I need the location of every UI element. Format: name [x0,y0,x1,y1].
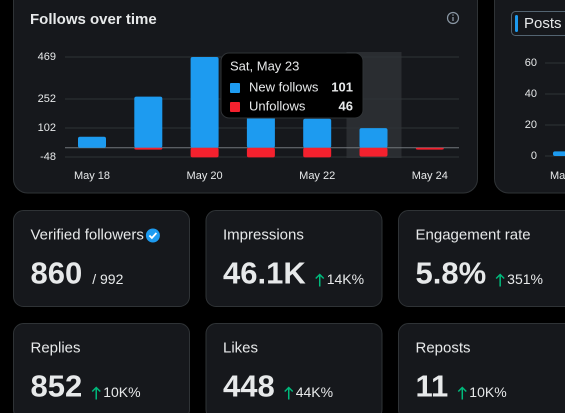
bar [303,118,332,148]
stat-label: Engagement rate [416,226,531,243]
y-tick-label: 252 [38,93,56,105]
bar [553,151,565,157]
up-arrow [457,386,467,400]
y-tick-label: 0 [531,150,537,162]
up-arrow [315,273,325,287]
bar [359,128,388,148]
tooltip-value: 46 [339,98,353,113]
bar [78,136,106,148]
x-tick-label: May 20 [187,170,223,182]
chart-title: Follows over time [30,11,157,28]
bar [359,147,388,157]
bar [415,147,444,150]
stat-value: 46.1K [223,256,306,291]
up-arrow [284,386,294,400]
stat-total: / 992 [92,271,123,287]
y-tick-label: 102 [38,122,56,134]
legend-swatch [230,102,240,112]
tooltip-value: 101 [331,79,353,94]
stat-value: 5.8% [416,256,487,291]
stat-card [13,210,190,307]
bar [246,112,275,148]
stat-value: 852 [31,369,83,404]
stat-card [398,210,565,307]
up-arrow [495,273,505,287]
bar [303,147,332,158]
stat-card [13,323,190,413]
x-tick-label: May 22 [299,170,335,182]
stat-card [205,323,383,413]
stat-change: 44K% [296,384,333,400]
stat-value: 11 [416,369,449,404]
stat-value: 860 [31,256,83,291]
x-tick-label: May 24 [412,170,448,182]
legend-label: New follows [249,79,319,94]
tab-accent [515,15,518,32]
stat-change: 351% [507,271,543,287]
y-tick-label: -48 [40,151,56,163]
legend-label: Unfollows [249,98,306,113]
stat-label: Replies [31,339,81,356]
up-arrow [91,386,101,400]
tooltip [220,52,364,119]
stat-card [398,323,565,413]
x-tick-label: May 18 [74,170,110,182]
stat-label: Verified followers [31,226,144,243]
chart-title: Posts [524,15,562,32]
bar [246,147,275,158]
stat-change: 10K% [103,384,140,400]
tooltip-title: Sat, May 23 [230,58,299,73]
bar [190,57,219,148]
posts-tab[interactable] [511,11,565,36]
bar [134,147,163,150]
posts-card [494,0,565,194]
stat-card [205,210,383,307]
x-tick-label: May 18 [550,170,565,182]
y-tick-label: 20 [525,119,537,131]
verified-check [148,232,158,240]
stat-label: Impressions [223,226,304,243]
stat-change: 14K% [327,271,364,287]
legend-swatch [230,83,240,93]
stat-change: 10K% [469,384,506,400]
info-icon[interactable] [446,11,460,25]
bar [134,96,163,148]
y-tick-label: 60 [525,57,537,69]
stat-label: Reposts [416,339,471,356]
verified-badge [145,228,160,243]
bar [190,147,219,158]
y-tick-label: 40 [525,88,537,100]
y-tick-label: 469 [38,51,56,63]
stat-label: Likes [223,339,258,356]
stat-value: 448 [223,369,275,404]
